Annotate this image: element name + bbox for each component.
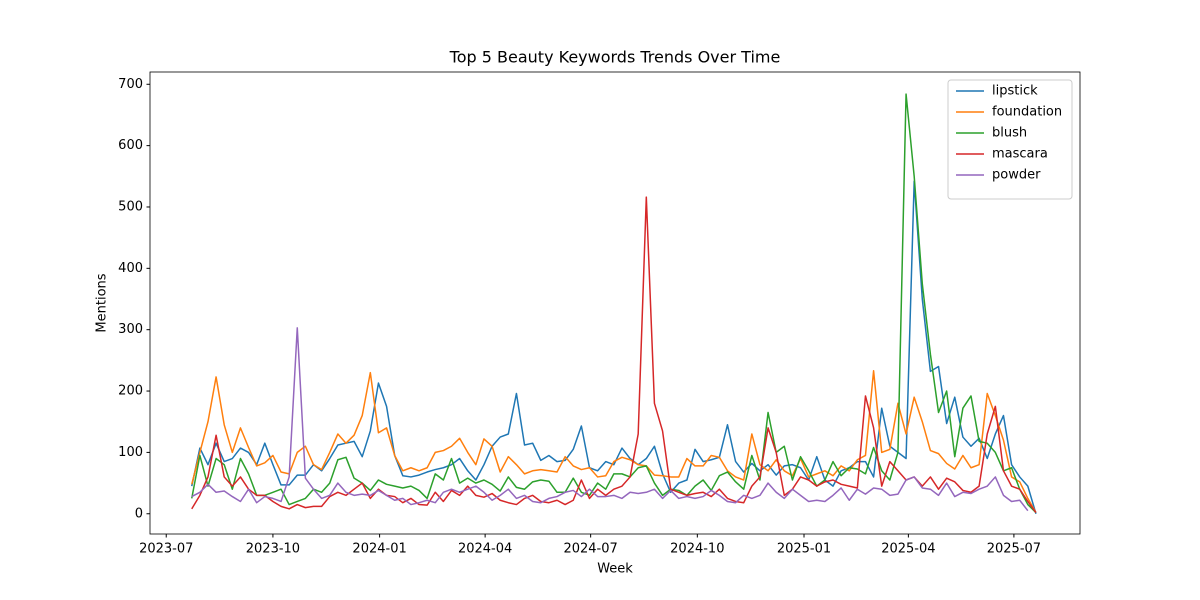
series-line (191, 370, 1037, 513)
legend-box (947, 79, 1073, 200)
x-tick-label: 2025-07 (987, 542, 1041, 557)
legend-label: mascara (992, 147, 1048, 162)
series-line (191, 180, 1037, 514)
series-line (191, 196, 1037, 513)
y-tick-label: 100 (118, 445, 143, 460)
plot-frame (149, 71, 1081, 535)
chart-title: Top 5 Beauty Keywords Trends Over Time (449, 48, 781, 67)
series-line (191, 327, 1029, 512)
y-tick-label: 700 (118, 77, 143, 92)
x-tick-label: 2025-01 (777, 542, 831, 557)
legend-label: powder (992, 168, 1041, 183)
x-tick-label: 2024-04 (458, 542, 512, 557)
series-line (191, 93, 1037, 514)
x-tick-label: 2025-04 (881, 542, 935, 557)
x-tick-label: 2024-07 (563, 542, 617, 557)
x-tick-label: 2024-01 (352, 542, 406, 557)
y-tick-label: 600 (118, 138, 143, 153)
legend-label: blush (992, 126, 1027, 141)
y-tick-label: 200 (118, 384, 143, 399)
x-tick-label: 2023-10 (246, 542, 300, 557)
y-axis-label: Mentions (95, 273, 110, 332)
y-tick-label: 400 (118, 261, 143, 276)
legend-label: foundation (992, 105, 1062, 120)
y-tick-label: 0 (135, 506, 143, 521)
y-tick-label: 300 (118, 322, 143, 337)
x-tick-label: 2024-10 (670, 542, 724, 557)
x-axis-label: Week (597, 562, 633, 577)
legend-label: lipstick (992, 84, 1038, 99)
y-tick-label: 500 (118, 199, 143, 214)
x-tick-label: 2023-07 (139, 542, 193, 557)
